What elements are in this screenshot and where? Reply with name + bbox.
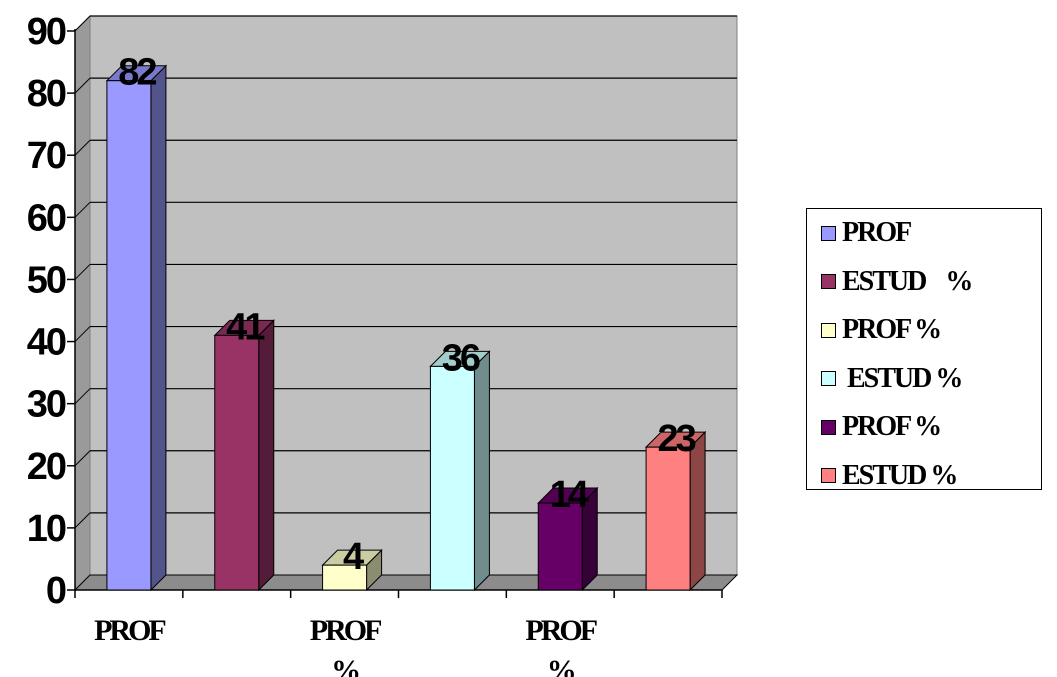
bar-front [429, 365, 475, 591]
data-label: 14 [550, 474, 589, 516]
bar-side [150, 64, 167, 592]
x-category-labels: PROF PROF % PROF% [94, 614, 600, 677]
gridline-side [74, 264, 91, 280]
gridline-side [74, 139, 91, 156]
legend-item: ESTUD % [821, 265, 973, 297]
legend-swatch [821, 419, 836, 435]
bar-front [322, 564, 368, 591]
data-label: 82 [118, 52, 156, 94]
y-tick-label: 60 [27, 197, 66, 239]
bar-side [473, 350, 490, 592]
legend-label: PROF % [842, 314, 942, 345]
gridline-side [74, 326, 91, 342]
legend-swatch [821, 468, 836, 483]
plot-back-wall [89, 15, 738, 576]
gridline-side [74, 450, 91, 467]
legend-swatch [821, 274, 836, 289]
legend-label: ESTUD % [842, 362, 963, 394]
y-tick-labels: 0 10 20 30 40 50 60 70 80 90 [27, 11, 68, 612]
gridlines [74, 15, 737, 529]
y-tick-label: 40 [27, 322, 66, 364]
y-tick-label: 30 [27, 384, 66, 426]
legend-item: PROF % [821, 411, 942, 442]
gridline-side [74, 15, 91, 32]
bar-4 [429, 350, 491, 592]
bar-front [214, 334, 260, 591]
x-category-label: PROF [94, 614, 165, 647]
legend-swatch [821, 225, 836, 241]
bar-front [645, 446, 691, 591]
bars [105, 64, 707, 592]
legend-swatch [821, 322, 836, 338]
data-label: 4 [343, 536, 364, 578]
bar-2 [213, 319, 275, 592]
x-category-label: PROF% [525, 614, 596, 677]
y-tick-label: 20 [27, 446, 66, 488]
data-label: 41 [226, 306, 265, 348]
bar-side [258, 319, 275, 592]
plot-side-wall [74, 14, 91, 592]
y-tick-label: 80 [27, 73, 66, 115]
legend-label: PROF % [842, 411, 942, 442]
data-label: 23 [657, 418, 695, 460]
y-tick-label: 0 [46, 570, 66, 612]
y-tick-label: 90 [27, 11, 66, 53]
y-tick-label: 10 [27, 508, 66, 550]
gridline-side [74, 512, 91, 529]
legend-item: ESTUD % [821, 362, 963, 394]
bar-front [537, 502, 583, 591]
plot-floor [73, 574, 739, 591]
legend-label: ESTUD % [842, 265, 973, 297]
legend: PROF ESTUD % PROF % ESTUD % PROF % ESTUD % [806, 208, 1042, 491]
bar-3 [321, 548, 383, 592]
bar-1 [105, 64, 168, 592]
legend-label: PROF [842, 217, 912, 248]
legend-swatch [821, 371, 836, 386]
legend-item: ESTUD % [821, 459, 958, 491]
bar-5 [537, 486, 599, 592]
gridline-side [74, 201, 91, 218]
gridline-side [74, 77, 91, 94]
axes [67, 29, 723, 598]
gridline-side [74, 388, 91, 405]
bar-front [106, 80, 152, 591]
legend-item: PROF [821, 217, 912, 248]
data-label: 36 [442, 337, 480, 379]
y-tick-label: 70 [27, 135, 66, 177]
legend-label: ESTUD % [842, 459, 958, 491]
legend-item: PROF % [821, 314, 942, 345]
plot-area [73, 14, 739, 592]
bar-6 [644, 430, 707, 592]
y-tick-label: 50 [27, 259, 66, 301]
data-labels: 82 41 4 36 14 23 [118, 52, 698, 578]
x-category-label: PROF% [310, 614, 381, 677]
